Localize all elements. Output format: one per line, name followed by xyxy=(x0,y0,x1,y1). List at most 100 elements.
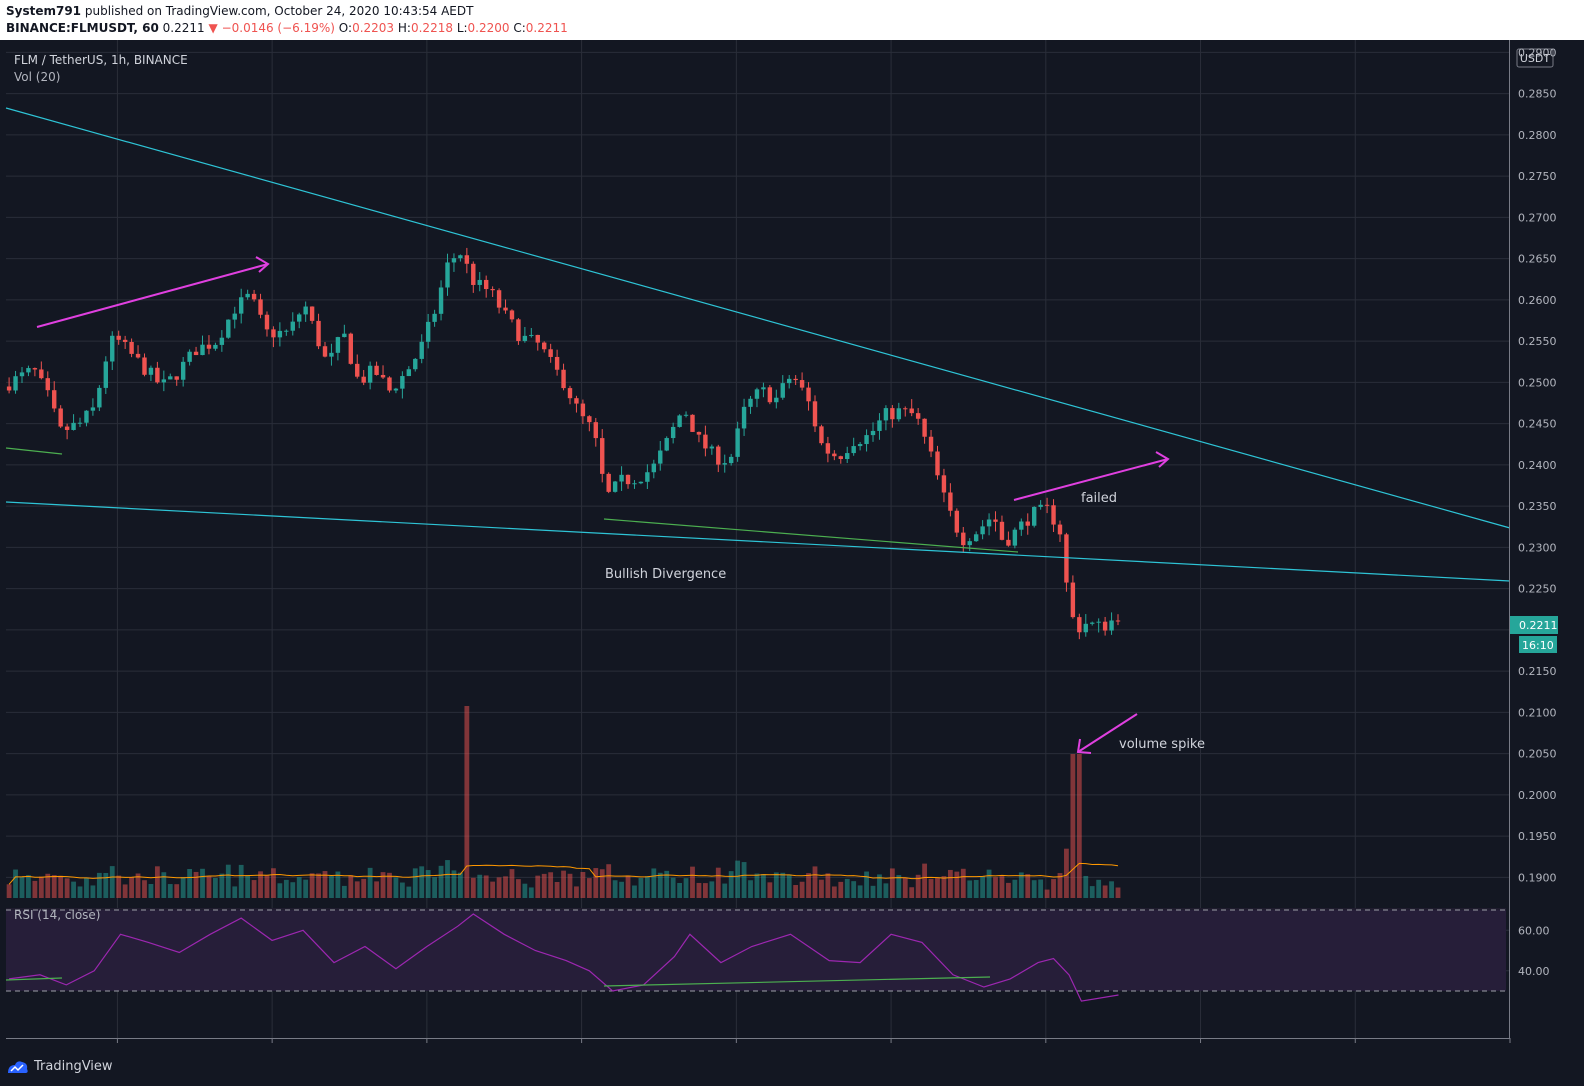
candle xyxy=(1115,614,1121,626)
price-tick-label: 0.1950 xyxy=(1518,830,1557,843)
candle-body xyxy=(1109,620,1114,631)
volume-bar xyxy=(464,706,470,898)
tradingview-logo-icon[interactable] xyxy=(6,1059,30,1075)
time-axis[interactable]: 18 19 20 21 22 23 24 25 26 2 xyxy=(110,1038,1514,1050)
candle xyxy=(58,405,63,429)
volume-bar xyxy=(1096,879,1102,898)
candle-body xyxy=(509,310,515,320)
volume-bar xyxy=(457,872,463,898)
candle xyxy=(909,399,914,417)
candle-body xyxy=(954,510,960,533)
volume-bar xyxy=(96,872,102,898)
volume-bar xyxy=(857,885,863,898)
volume-bar xyxy=(741,862,747,898)
candle xyxy=(580,399,586,425)
candle-body xyxy=(1070,582,1076,618)
volume-bar xyxy=(470,877,476,898)
candle-body xyxy=(264,314,270,330)
volume-bar xyxy=(103,872,109,898)
candle-body xyxy=(1019,521,1024,530)
candle xyxy=(1031,506,1037,528)
candle-body xyxy=(129,341,134,354)
candle xyxy=(238,288,244,324)
candle xyxy=(1038,500,1043,510)
candle-body xyxy=(587,416,592,423)
candle xyxy=(903,406,908,417)
candle-body xyxy=(703,434,708,449)
candle xyxy=(161,370,167,392)
volume-legend: Vol (20) xyxy=(14,70,60,84)
candle-body xyxy=(825,443,831,454)
publish-header: System791 published on TradingView.com, … xyxy=(0,0,1584,40)
symbol-label: BINANCE:FLMUSDT, 60 xyxy=(6,21,159,35)
annotation-bullish-divergence[interactable]: Bullish Divergence xyxy=(605,567,726,582)
volume-bar xyxy=(148,883,154,898)
annotation-volume-spike[interactable]: volume spike xyxy=(1119,737,1205,752)
candle xyxy=(116,330,121,345)
candle-body xyxy=(432,313,437,322)
volume-bar xyxy=(180,877,186,898)
arrow-volume-spike[interactable] xyxy=(1076,713,1138,754)
lower-trendline[interactable] xyxy=(5,501,1511,582)
volume-bar xyxy=(200,868,205,898)
volume-bar xyxy=(612,880,618,898)
publisher-name[interactable]: System791 xyxy=(6,4,82,18)
candle xyxy=(264,311,270,337)
candle-body xyxy=(890,408,895,420)
candle xyxy=(419,334,424,364)
countdown-tag xyxy=(1519,636,1557,653)
volume-bar xyxy=(1038,879,1044,898)
divergence-line-price[interactable] xyxy=(603,518,1019,553)
candle-body xyxy=(290,321,295,331)
candle xyxy=(451,253,457,272)
divergence-line-rsi-left[interactable] xyxy=(5,977,63,981)
candle-body xyxy=(148,367,154,375)
price-tick-label: 0.2350 xyxy=(1518,500,1557,513)
volume-bar xyxy=(986,869,992,898)
volume-bar xyxy=(812,866,818,898)
volume-bar xyxy=(503,876,508,898)
upper-trendline[interactable] xyxy=(5,107,1511,529)
price-axis[interactable] xyxy=(1510,40,1584,1040)
candle-body xyxy=(1064,534,1069,583)
candle-body xyxy=(232,313,237,320)
candle-body xyxy=(303,306,308,315)
candle-body xyxy=(1102,621,1108,631)
volume-bar xyxy=(116,875,122,898)
annotation-failed[interactable]: failed xyxy=(1081,491,1117,506)
volume-bar xyxy=(606,864,612,898)
volume-bar xyxy=(445,860,450,898)
volume-bar xyxy=(928,878,934,898)
candle-body xyxy=(922,418,927,437)
divergence-line-left[interactable] xyxy=(5,447,63,455)
candle xyxy=(787,375,792,389)
price-tick-label: 0.2650 xyxy=(1518,253,1557,266)
currency-badge[interactable] xyxy=(1516,48,1554,68)
volume-bar xyxy=(71,881,76,898)
candle xyxy=(219,330,225,352)
volume-bar xyxy=(341,885,347,898)
volume-bar xyxy=(574,886,579,898)
volume-bar xyxy=(728,871,734,898)
volume-bar xyxy=(516,879,521,898)
candle xyxy=(877,413,882,440)
currency-label: USDT xyxy=(1520,52,1551,65)
volume-bar xyxy=(387,872,392,898)
candle-body xyxy=(26,368,31,373)
volume-bar xyxy=(354,881,360,898)
candle-body xyxy=(877,420,882,431)
candle-body xyxy=(438,287,444,314)
candle-body xyxy=(483,279,489,290)
candle-body xyxy=(948,492,953,511)
volume-bar xyxy=(77,886,83,898)
candle xyxy=(851,437,856,456)
divergence-line-rsi[interactable] xyxy=(603,976,991,987)
volume-bar xyxy=(206,875,212,898)
volume-bar xyxy=(380,872,386,898)
candle-body xyxy=(799,380,805,388)
arrow-up-left[interactable] xyxy=(36,256,270,328)
volume-bar xyxy=(625,875,631,898)
arrow-up-failed[interactable] xyxy=(1013,451,1170,501)
chart-canvas[interactable]: failed Bullish Divergence volume spike F… xyxy=(0,40,1584,1050)
tradingview-brand[interactable]: TradingView xyxy=(34,1059,113,1074)
